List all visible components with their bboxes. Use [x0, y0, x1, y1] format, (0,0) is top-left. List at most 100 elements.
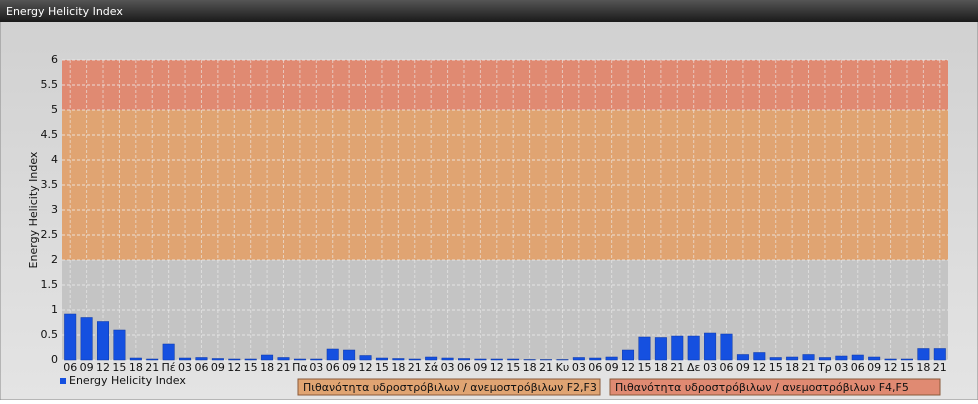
- x-tick-label: 15: [244, 361, 258, 374]
- x-tick-label: 15: [769, 361, 783, 374]
- bar: [900, 358, 913, 361]
- bar: [359, 355, 372, 361]
- y-tick-label: 5.5: [41, 78, 59, 91]
- y-tick-label: 5: [51, 103, 58, 116]
- x-tick-label: 15: [900, 361, 914, 374]
- bar: [523, 359, 536, 361]
- bar: [64, 313, 77, 361]
- x-tick-label: 12: [96, 361, 110, 374]
- bar: [884, 358, 897, 361]
- y-tick-label: 1: [51, 303, 58, 316]
- x-tick-label: 12: [752, 361, 766, 374]
- bar: [933, 348, 946, 361]
- x-tick-label: 09: [736, 361, 750, 374]
- y-axis-label: Energy Helicity Index: [27, 151, 40, 268]
- y-tick-label: 4: [51, 153, 58, 166]
- x-tick-label: 03: [441, 361, 455, 374]
- x-tick-label: Σά: [424, 361, 438, 374]
- x-tick-label: 21: [408, 361, 422, 374]
- y-tick-label: 0: [51, 353, 58, 366]
- bar: [720, 333, 733, 361]
- bar: [572, 357, 585, 361]
- x-tick-label: 09: [605, 361, 619, 374]
- x-tick-label: 06: [720, 361, 734, 374]
- bar: [392, 358, 405, 361]
- bar: [441, 357, 454, 361]
- bar: [753, 352, 766, 361]
- bar: [310, 358, 323, 361]
- x-tick-label: Τρ: [817, 361, 832, 374]
- y-tick-label: 1.5: [41, 278, 59, 291]
- y-tick-label: 2.5: [41, 228, 59, 241]
- x-tick-label: 12: [490, 361, 504, 374]
- bar: [786, 356, 799, 361]
- x-tick-label: 06: [326, 361, 340, 374]
- bar: [457, 358, 470, 361]
- bar: [474, 358, 487, 361]
- x-tick-label: 18: [916, 361, 930, 374]
- bar: [113, 329, 126, 361]
- x-tick-label: Πέ: [162, 361, 176, 374]
- x-tick-label: 12: [227, 361, 241, 374]
- bar: [818, 357, 831, 361]
- bar: [589, 357, 602, 361]
- x-tick-label: 06: [588, 361, 602, 374]
- x-tick-label: 21: [539, 361, 553, 374]
- bar: [490, 358, 503, 361]
- chart-title: Energy Helicity Index: [6, 5, 123, 18]
- x-tick-label: 12: [884, 361, 898, 374]
- bar: [802, 354, 815, 361]
- x-tick-label: Κυ: [556, 361, 570, 374]
- x-tick-label: 15: [112, 361, 126, 374]
- x-tick-label: 18: [260, 361, 274, 374]
- x-tick-label: 06: [63, 361, 77, 374]
- x-tick-label: 18: [654, 361, 668, 374]
- bar: [687, 335, 700, 361]
- bar: [179, 357, 192, 361]
- x-tick-label: 03: [309, 361, 323, 374]
- bar: [343, 349, 356, 361]
- x-tick-label: 09: [80, 361, 94, 374]
- bar: [917, 348, 930, 361]
- header: [0, 0, 978, 22]
- bar: [851, 354, 864, 361]
- y-tick-label: 0.5: [41, 328, 59, 341]
- x-tick-label: 18: [129, 361, 143, 374]
- bar: [605, 356, 618, 361]
- x-tick-label: 18: [785, 361, 799, 374]
- x-tick-label: 06: [851, 361, 865, 374]
- x-tick-label: 03: [572, 361, 586, 374]
- x-tick-label: 18: [391, 361, 405, 374]
- legend-label: Energy Helicity Index: [69, 374, 186, 387]
- x-tick-label: 09: [342, 361, 356, 374]
- x-tick-label: 03: [178, 361, 192, 374]
- x-tick-label: 21: [145, 361, 159, 374]
- x-tick-label: 09: [867, 361, 881, 374]
- bar: [162, 343, 175, 361]
- x-tick-label: 21: [670, 361, 684, 374]
- bar: [80, 317, 93, 361]
- band-legend-box: [609, 378, 941, 396]
- x-tick-label: 09: [211, 361, 225, 374]
- y-tick-label: 6: [51, 53, 58, 66]
- x-tick-label: 06: [457, 361, 471, 374]
- bar: [654, 337, 667, 361]
- x-tick-label: Δε: [687, 361, 701, 374]
- bar: [408, 358, 421, 361]
- x-tick-label: 21: [933, 361, 947, 374]
- bar: [769, 357, 782, 361]
- bar: [277, 357, 290, 361]
- bar: [261, 354, 274, 361]
- y-tick-label: 2: [51, 253, 58, 266]
- bar: [556, 359, 569, 361]
- bar: [211, 358, 224, 361]
- x-tick-label: Πα: [292, 361, 308, 374]
- x-tick-label: 15: [375, 361, 389, 374]
- bar: [195, 357, 208, 361]
- band-legend-label: Πιθανότητα υδροστρόβιλων / ανεμοστρόβιλω…: [615, 381, 909, 394]
- bar: [736, 354, 749, 361]
- bar: [129, 357, 142, 361]
- bar: [622, 349, 635, 361]
- bar: [375, 357, 388, 361]
